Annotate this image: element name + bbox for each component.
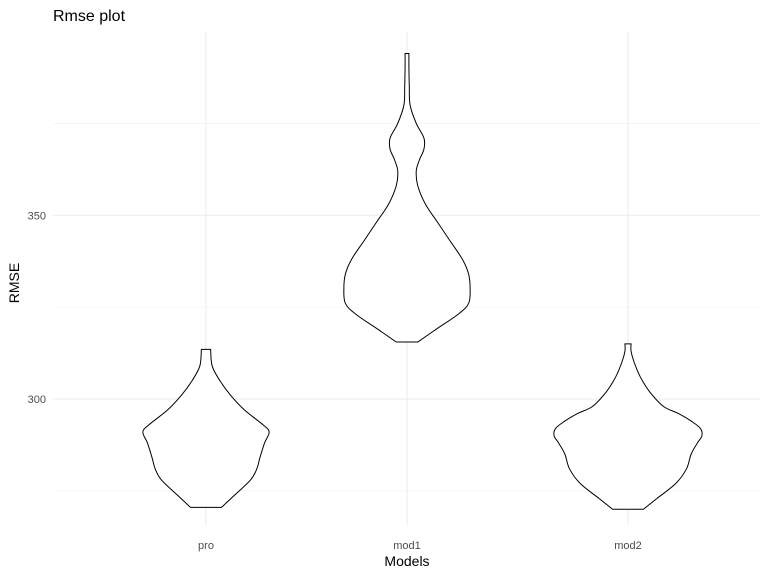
violin-layer <box>142 53 703 510</box>
violin-mod2 <box>553 343 703 510</box>
violin-mod1 <box>343 53 471 343</box>
y-tick-labels: 300 350 <box>28 210 46 406</box>
y-tick-label: 350 <box>28 210 46 222</box>
y-axis-title: RMSE <box>6 263 22 303</box>
y-tick-label: 300 <box>28 394 46 406</box>
x-tick-label: pro <box>198 540 214 552</box>
chart-title: Rmse plot <box>53 8 126 25</box>
violin-pro <box>142 348 270 508</box>
x-tick-label: mod1 <box>393 540 421 552</box>
x-tick-label: mod2 <box>614 540 642 552</box>
x-axis-title: Models <box>384 553 429 569</box>
x-tick-labels: pro mod1 mod2 <box>198 540 642 552</box>
